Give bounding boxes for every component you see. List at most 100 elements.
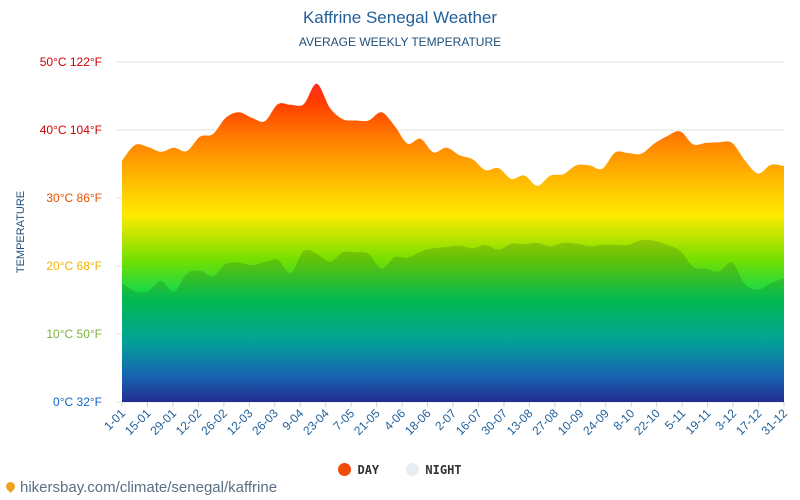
- night-point[interactable]: [171, 289, 176, 294]
- day-point[interactable]: [496, 166, 501, 171]
- night-point[interactable]: [587, 244, 592, 249]
- night-point[interactable]: [431, 246, 436, 251]
- day-point[interactable]: [457, 153, 462, 158]
- night-point[interactable]: [275, 257, 280, 262]
- day-point[interactable]: [171, 145, 176, 150]
- day-point[interactable]: [288, 102, 293, 107]
- night-point[interactable]: [743, 282, 748, 287]
- night-point[interactable]: [262, 259, 267, 264]
- night-point[interactable]: [574, 241, 579, 246]
- night-point[interactable]: [782, 276, 787, 281]
- night-point[interactable]: [405, 255, 410, 260]
- day-point[interactable]: [301, 102, 306, 107]
- night-point[interactable]: [665, 242, 670, 247]
- legend-item-day[interactable]: DAY: [338, 463, 379, 477]
- day-point[interactable]: [639, 151, 644, 156]
- day-point[interactable]: [353, 118, 358, 123]
- day-point[interactable]: [210, 132, 215, 137]
- night-point[interactable]: [704, 266, 709, 271]
- day-point[interactable]: [223, 115, 228, 120]
- day-point[interactable]: [691, 142, 696, 147]
- night-point[interactable]: [457, 243, 462, 248]
- night-point[interactable]: [483, 242, 488, 247]
- night-point[interactable]: [600, 242, 605, 247]
- night-point[interactable]: [678, 249, 683, 254]
- day-point[interactable]: [366, 118, 371, 123]
- day-point[interactable]: [665, 134, 670, 139]
- night-point[interactable]: [314, 251, 319, 256]
- day-point[interactable]: [678, 129, 683, 134]
- night-point[interactable]: [197, 268, 202, 273]
- night-point[interactable]: [392, 255, 397, 260]
- night-point[interactable]: [340, 250, 345, 255]
- day-point[interactable]: [405, 141, 410, 146]
- night-point[interactable]: [353, 250, 358, 255]
- day-point[interactable]: [717, 140, 722, 145]
- night-point[interactable]: [652, 238, 657, 243]
- day-point[interactable]: [275, 102, 280, 107]
- night-point[interactable]: [535, 240, 540, 245]
- night-point[interactable]: [288, 270, 293, 275]
- day-point[interactable]: [730, 140, 735, 145]
- day-point[interactable]: [561, 172, 566, 177]
- night-point[interactable]: [366, 251, 371, 256]
- day-point[interactable]: [626, 151, 631, 156]
- day-point[interactable]: [184, 149, 189, 154]
- night-point[interactable]: [626, 242, 631, 247]
- night-point[interactable]: [145, 289, 150, 294]
- night-point[interactable]: [769, 281, 774, 286]
- night-point[interactable]: [444, 244, 449, 249]
- night-point[interactable]: [613, 242, 618, 247]
- night-point[interactable]: [730, 260, 735, 265]
- day-point[interactable]: [509, 176, 514, 181]
- night-point[interactable]: [756, 287, 761, 292]
- night-point[interactable]: [327, 259, 332, 264]
- night-point[interactable]: [223, 261, 228, 266]
- day-point[interactable]: [470, 157, 475, 162]
- day-point[interactable]: [769, 162, 774, 167]
- day-point[interactable]: [444, 145, 449, 150]
- night-point[interactable]: [717, 269, 722, 274]
- day-point[interactable]: [535, 183, 540, 188]
- night-point[interactable]: [418, 249, 423, 254]
- night-point[interactable]: [158, 278, 163, 283]
- night-point[interactable]: [184, 271, 189, 276]
- night-point[interactable]: [120, 281, 125, 286]
- day-point[interactable]: [743, 158, 748, 163]
- night-point[interactable]: [691, 264, 696, 269]
- day-point[interactable]: [120, 158, 125, 163]
- day-point[interactable]: [782, 164, 787, 169]
- night-point[interactable]: [210, 274, 215, 279]
- day-point[interactable]: [327, 105, 332, 110]
- day-point[interactable]: [756, 171, 761, 176]
- night-point[interactable]: [249, 263, 254, 268]
- day-point[interactable]: [587, 163, 592, 168]
- day-point[interactable]: [652, 141, 657, 146]
- night-point[interactable]: [561, 240, 566, 245]
- night-point[interactable]: [301, 249, 306, 254]
- day-point[interactable]: [249, 115, 254, 120]
- day-point[interactable]: [158, 149, 163, 154]
- night-point[interactable]: [379, 266, 384, 271]
- day-point[interactable]: [431, 150, 436, 155]
- day-point[interactable]: [392, 123, 397, 128]
- day-point[interactable]: [132, 142, 137, 147]
- day-point[interactable]: [236, 110, 241, 115]
- day-point[interactable]: [145, 145, 150, 150]
- day-point[interactable]: [548, 173, 553, 178]
- day-point[interactable]: [262, 119, 267, 124]
- day-point[interactable]: [574, 163, 579, 168]
- day-point[interactable]: [522, 173, 527, 178]
- source-link[interactable]: hikersbay.com/climate/senegal/kaffrine: [4, 479, 277, 496]
- day-point[interactable]: [418, 136, 423, 141]
- night-point[interactable]: [639, 238, 644, 243]
- day-point[interactable]: [600, 166, 605, 171]
- night-point[interactable]: [496, 247, 501, 252]
- night-point[interactable]: [509, 241, 514, 246]
- night-point[interactable]: [236, 260, 241, 265]
- night-point[interactable]: [522, 242, 527, 247]
- day-point[interactable]: [704, 140, 709, 145]
- day-point[interactable]: [483, 168, 488, 173]
- night-point[interactable]: [132, 289, 137, 294]
- night-point[interactable]: [470, 246, 475, 251]
